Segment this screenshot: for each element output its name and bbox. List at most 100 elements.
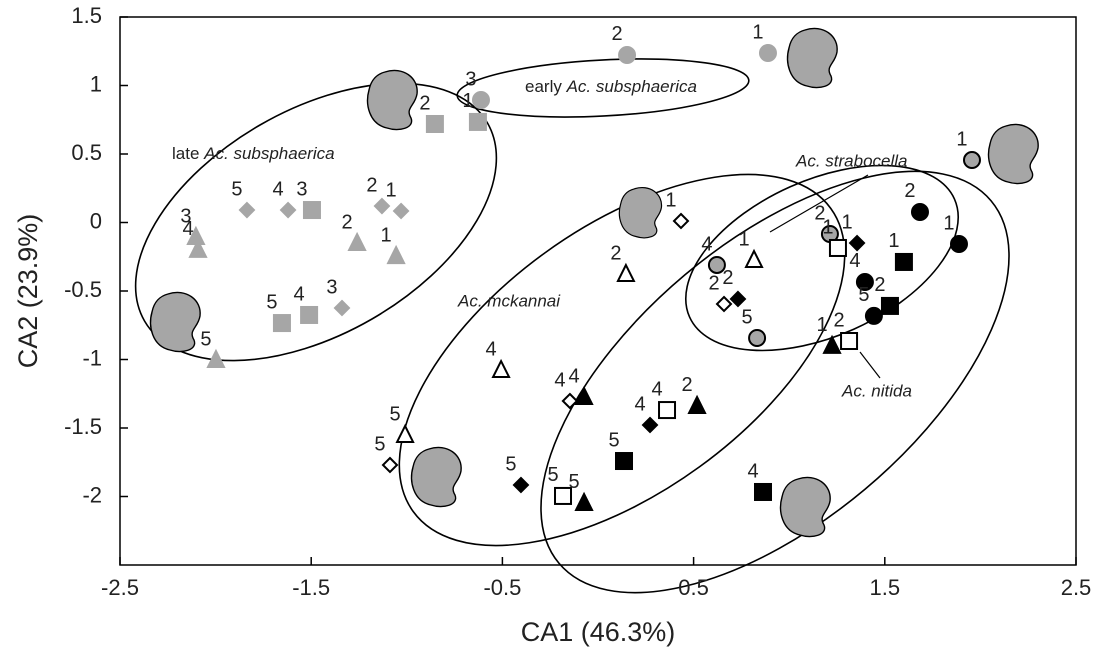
point-label: 4: [182, 218, 193, 240]
point: [894, 252, 913, 271]
point: [822, 334, 842, 354]
point-label: 1: [822, 216, 833, 238]
point-label: 2: [366, 174, 377, 196]
leader-line: [769, 174, 869, 233]
y-tick-label: -1.5: [64, 414, 102, 439]
point-label: 4: [294, 283, 305, 305]
point: [279, 201, 297, 219]
point-label: 3: [180, 205, 191, 227]
point: [949, 235, 968, 254]
point: [468, 112, 487, 131]
point-label: 5: [374, 433, 385, 455]
point-label: 4: [849, 250, 860, 272]
point: [748, 328, 767, 347]
annotation-text: Ac. subsphaerica: [203, 144, 334, 163]
ellipse-late: [134, 82, 498, 362]
point-label: 2: [708, 272, 719, 294]
y-tick-label: 1.5: [71, 3, 102, 28]
point-label: 5: [742, 306, 753, 328]
annotation: late Ac. subsphaerica: [172, 144, 335, 163]
annotation: Ac. strabocella: [795, 151, 908, 170]
point-label: 2: [833, 309, 844, 331]
point-label: 4: [701, 233, 712, 255]
point: [392, 202, 410, 220]
point: [206, 348, 226, 369]
point: [561, 392, 579, 410]
y-tick-label: -2: [82, 482, 102, 507]
point-label: 4: [554, 369, 565, 391]
y-tick-label: -0.5: [64, 277, 102, 302]
point-label: 5: [568, 471, 579, 493]
point: [395, 423, 415, 443]
plot-frame: [119, 16, 1077, 566]
point: [386, 244, 406, 265]
point-label: 5: [200, 328, 211, 350]
point: [512, 476, 530, 494]
annotation-text: early: [525, 77, 562, 96]
point: [687, 394, 707, 414]
point: [471, 91, 490, 110]
point: [425, 114, 444, 133]
point: [828, 238, 847, 257]
point: [855, 272, 874, 291]
point-label: 1: [386, 179, 397, 201]
shape: [618, 187, 663, 239]
point-label: 5: [390, 403, 401, 425]
point-label: 1: [888, 230, 899, 252]
point: [188, 238, 208, 258]
point-label: 5: [608, 429, 619, 451]
point-label: 1: [665, 189, 676, 211]
point-label: 2: [419, 92, 430, 114]
point: [238, 201, 256, 219]
x-axis-title: CA1 (46.3%): [521, 617, 676, 647]
point-label: 4: [568, 365, 579, 387]
y-tick-label: 0: [90, 208, 102, 233]
point-label: 4: [651, 378, 662, 400]
point-label: 4: [634, 393, 645, 415]
point-label: 5: [266, 291, 277, 313]
point: [840, 332, 859, 351]
point: [554, 486, 573, 505]
point-label: 2: [610, 242, 621, 264]
point-label: 2: [904, 180, 915, 202]
point-label: 4: [273, 178, 284, 200]
shape: [410, 446, 462, 508]
x-tick-label: 2.5: [1061, 575, 1092, 600]
shape: [786, 27, 838, 89]
ellipse-strabocella: [684, 164, 960, 352]
point: [848, 234, 866, 252]
point: [672, 212, 690, 230]
point-label: 2: [874, 274, 885, 296]
point: [373, 197, 391, 215]
point: [333, 299, 351, 317]
y-tick-label: -1: [82, 345, 102, 370]
shape: [987, 123, 1039, 185]
point: [618, 45, 637, 64]
y-tick-label: 0.5: [71, 140, 102, 165]
shape: [366, 69, 418, 131]
point-label: 5: [505, 453, 516, 475]
annotation: early Ac. subsphaerica: [525, 77, 697, 96]
point-label: 1: [956, 128, 967, 150]
point-label: 1: [752, 21, 763, 43]
point-label: 4: [485, 338, 496, 360]
y-tick-label: 1: [90, 71, 102, 96]
ellipses: [134, 58, 1010, 594]
shape: [779, 476, 831, 538]
point-label: 1: [462, 90, 473, 112]
point-label: 2: [814, 202, 825, 224]
point: [658, 401, 677, 420]
point-label: 1: [816, 314, 827, 336]
x-tick-label: 1.5: [870, 575, 901, 600]
point: [707, 255, 726, 274]
point: [744, 248, 764, 269]
x-tick-label: -2.5: [101, 575, 139, 600]
annotation: Ac. mckannai: [457, 291, 561, 310]
leader-line: [859, 351, 881, 379]
point-label: 1: [842, 211, 853, 233]
point-label: 5: [547, 464, 558, 486]
point: [381, 456, 399, 474]
point-label: 2: [681, 374, 692, 396]
point: [302, 201, 321, 220]
